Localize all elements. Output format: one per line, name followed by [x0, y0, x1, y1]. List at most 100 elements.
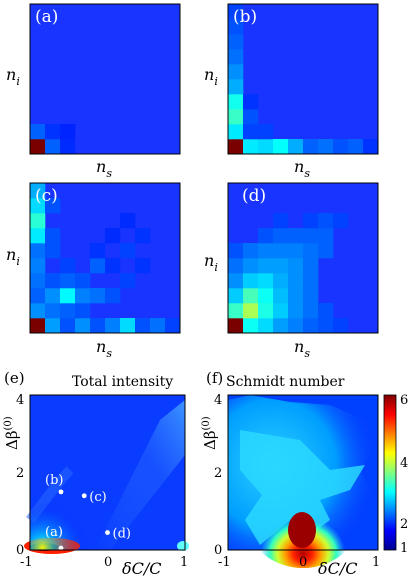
- marked-point-label: (c): [89, 490, 106, 505]
- panel-f-ytick-0: 0: [214, 543, 222, 558]
- heatmap-cell: [30, 258, 46, 274]
- heatmap-cell: [30, 273, 46, 289]
- panel-f-xlabel: δC/C: [318, 559, 358, 578]
- heatmap-cell: [90, 258, 106, 274]
- panel-e-xlabel: δC/C: [122, 559, 162, 578]
- marked-point: [58, 489, 64, 495]
- heatmap-cell: [228, 4, 244, 20]
- marked-point: [81, 493, 87, 499]
- heatmap-cell: [303, 273, 319, 289]
- heatmap-cell: [60, 124, 76, 140]
- marked-point: [105, 530, 110, 535]
- heatmap-cell: [258, 318, 274, 334]
- heatmap-cell: [258, 288, 274, 304]
- panel-f-title: Schmidt number: [226, 374, 345, 390]
- heatmap-cell: [228, 258, 244, 274]
- heatmap-cell: [288, 139, 304, 155]
- heatmap-cell: [90, 318, 106, 334]
- heatmap-cell: [363, 139, 379, 155]
- heatmap-cell: [105, 228, 121, 244]
- heatmap-cell: [228, 303, 244, 319]
- heatmap-cell: [90, 288, 106, 304]
- heatmap-cell: [105, 318, 121, 334]
- heatmap-cell: [228, 318, 244, 334]
- panel-e-xtick-1: 1: [180, 555, 188, 570]
- heatmap-cell: [243, 318, 259, 334]
- panel-f-xtick-m1: -1: [218, 555, 231, 570]
- panel-a-cells: [30, 124, 76, 155]
- panel-e-xtick-m1: -1: [20, 555, 33, 570]
- panel-f-peak: [288, 512, 316, 548]
- panel-e-xtick-0: 0: [104, 555, 112, 570]
- heatmap-cell: [75, 318, 91, 334]
- heatmap-cell: [243, 258, 259, 274]
- heatmap-cell: [90, 243, 106, 259]
- heatmap-cell: [288, 273, 304, 289]
- heatmap-cell: [273, 288, 289, 304]
- panel-e-points: (a) (b) (c) (d): [45, 473, 131, 551]
- marked-point: [58, 545, 64, 551]
- heatmap-cell: [45, 318, 61, 334]
- heatmap-cell: [135, 318, 151, 334]
- heatmap-cell: [288, 288, 304, 304]
- colorbar: [383, 394, 397, 551]
- heatmap-cell: [243, 124, 259, 140]
- colorbar-tick-2: 2: [400, 517, 408, 532]
- heatmap-cell: [60, 288, 76, 304]
- panel-b: (b): [227, 3, 379, 155]
- colorbar-tick-1: 1: [400, 541, 408, 556]
- panel-b-xlabel: ns: [294, 157, 310, 180]
- panel-e: (e) Total intensity (a) (b) (c) (d) 4 2 0 -…: [3, 369, 189, 578]
- panel-d-tag: (d): [242, 186, 266, 206]
- heatmap-cell: [228, 273, 244, 289]
- heatmap-cell: [273, 258, 289, 274]
- heatmap-cell: [258, 243, 274, 259]
- heatmap-cell: [165, 318, 181, 334]
- heatmap-cell: [258, 124, 274, 140]
- heatmap-cell: [228, 243, 244, 259]
- heatmap-cell: [228, 288, 244, 304]
- heatmap-cell: [258, 273, 274, 289]
- heatmap-cell: [30, 198, 46, 214]
- heatmap-cell: [120, 273, 136, 289]
- heatmap-cell: [228, 124, 244, 140]
- panel-b-cells: [228, 4, 379, 155]
- panel-f-ytick-4: 4: [214, 393, 222, 408]
- heatmap-cell: [273, 303, 289, 319]
- panel-c-xlabel: ns: [96, 337, 112, 360]
- heatmap-cell: [30, 183, 46, 199]
- panel-d-cells: [228, 213, 349, 334]
- panel-d: (d): [227, 182, 379, 334]
- heatmap-cell: [273, 318, 289, 334]
- heatmap-cell: [120, 318, 136, 334]
- heatmap-cell: [303, 288, 319, 304]
- panel-e-tag: (e): [4, 369, 25, 387]
- heatmap-cell: [228, 94, 244, 110]
- panel-b-ylabel: ni: [204, 65, 218, 88]
- panel-e-right-glow: [177, 541, 189, 551]
- heatmap-cell: [150, 318, 166, 334]
- heatmap-cell: [105, 288, 121, 304]
- panel-e-ytick-4: 4: [16, 393, 24, 408]
- heatmap-cell: [333, 139, 349, 155]
- heatmap-cell: [303, 228, 319, 244]
- heatmap-cell: [258, 258, 274, 274]
- panel-d-ylabel: ni: [204, 251, 218, 274]
- marked-point-label: (d): [113, 527, 131, 542]
- panel-e-glow: [30, 395, 185, 550]
- heatmap-cell: [30, 303, 46, 319]
- heatmap-cell: [60, 303, 76, 319]
- heatmap-cell: [30, 124, 46, 140]
- panel-f-ylabel: Δβ(0): [201, 416, 219, 450]
- heatmap-cell: [288, 303, 304, 319]
- heatmap-cell: [318, 318, 334, 334]
- heatmap-cell: [30, 243, 46, 259]
- heatmap-cell: [45, 124, 61, 140]
- heatmap-cell: [258, 139, 274, 155]
- heatmap-cell: [243, 303, 259, 319]
- heatmap-cell: [45, 139, 61, 155]
- heatmap-cell: [303, 139, 319, 155]
- heatmap-cell: [288, 318, 304, 334]
- panel-a-ylabel: ni: [6, 65, 20, 88]
